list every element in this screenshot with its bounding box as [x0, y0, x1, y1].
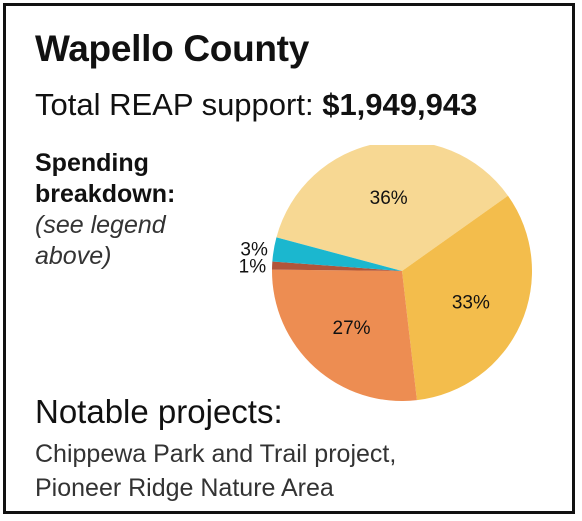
- project-line: Pioneer Ridge Nature Area: [35, 474, 334, 502]
- breakdown-note-line2: above): [35, 242, 112, 270]
- notable-projects-heading: Notable projects:: [35, 393, 283, 430]
- pie-slice-label: 1%: [240, 256, 266, 277]
- project-line: Chippewa Park and Trail project,: [35, 440, 397, 468]
- pie-slice: [276, 145, 508, 271]
- pie-slice: [272, 261, 402, 271]
- total-support-value: $1,949,943: [322, 87, 478, 122]
- pie-slice: [402, 195, 532, 401]
- notable-projects-list: Chippewa Park and Trail project, Pioneer…: [35, 437, 396, 505]
- pie-slice-label: 36%: [370, 188, 408, 209]
- total-support: Total REAP support: $1,949,943: [35, 87, 477, 123]
- spending-breakdown: Spending breakdown: (see legend above): [35, 148, 175, 272]
- pie-slice: [272, 269, 417, 401]
- card-frame: [3, 3, 575, 514]
- breakdown-heading-line2: breakdown:: [35, 180, 176, 208]
- spending-pie-chart: 36% 33% 27% 1%3%: [240, 145, 532, 401]
- county-title: Wapello County: [35, 28, 309, 69]
- breakdown-heading-line1: Spending: [35, 149, 149, 177]
- breakdown-note-line1: (see legend: [35, 211, 166, 239]
- pie-slice: [272, 237, 402, 271]
- pie-slice-label: 33%: [452, 293, 490, 314]
- pie-slice-label: 3%: [240, 239, 268, 260]
- total-support-label: Total REAP support:: [35, 87, 314, 122]
- pie-slice-label: 27%: [333, 318, 371, 339]
